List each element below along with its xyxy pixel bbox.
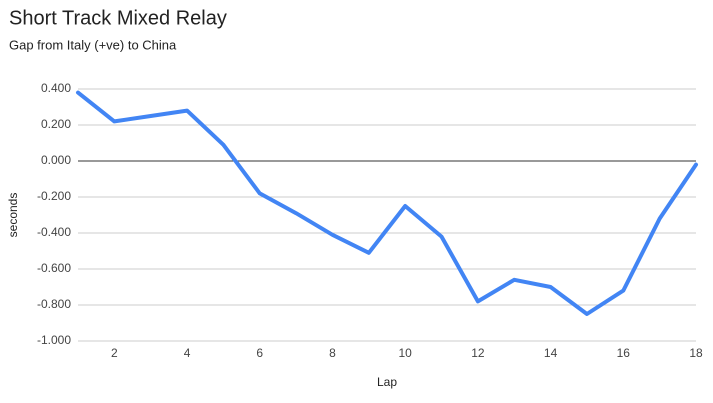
y-tick-label: -1.000 (37, 333, 71, 347)
y-tick-label: -0.600 (37, 261, 71, 275)
x-tick-label: 16 (617, 346, 631, 360)
line-series (76, 90, 698, 316)
y-tick-label: -0.800 (37, 297, 71, 311)
x-tick-label: 2 (111, 346, 118, 360)
y-tick-label: 0.200 (41, 117, 71, 131)
x-tick-label: 12 (471, 346, 485, 360)
x-tick-label: 18 (689, 346, 703, 360)
y-tick-label: 0.000 (41, 153, 71, 167)
y-tick-label: -0.200 (37, 189, 71, 203)
y-tick-label: -0.400 (37, 225, 71, 239)
x-tick-label: 10 (398, 346, 412, 360)
chart-title: Short Track Mixed Relay (9, 7, 227, 29)
y-tick-label: 0.400 (41, 81, 71, 95)
y-axis-label: seconds (6, 193, 20, 238)
chart-subtitle: Gap from Italy (+ve) to China (9, 37, 177, 52)
x-axis-label: Lap (377, 375, 397, 389)
x-tick-label: 14 (544, 346, 558, 360)
x-tick-label: 6 (256, 346, 263, 360)
x-tick-label: 8 (329, 346, 336, 360)
x-tick-label: 4 (184, 346, 191, 360)
